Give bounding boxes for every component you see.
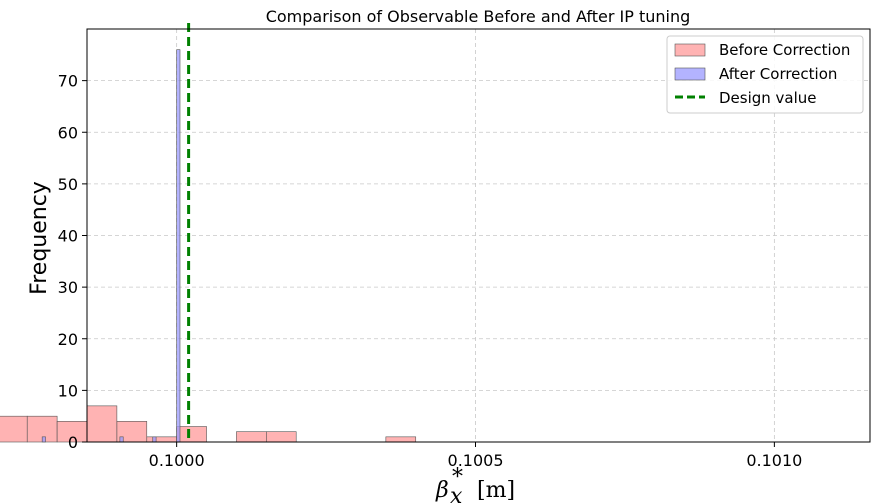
bar-after-correction xyxy=(152,436,157,443)
y-axis-label: Frequency xyxy=(27,181,52,295)
bar-after-correction xyxy=(176,49,181,443)
bar-before-correction xyxy=(0,415,28,443)
y-tick-label: 40 xyxy=(58,227,78,246)
bar-before-correction xyxy=(266,431,297,443)
x-tick-label: 0.1000 xyxy=(149,451,205,470)
y-tick-label: 70 xyxy=(58,72,78,91)
legend-label-after: After Correction xyxy=(719,65,837,83)
svg-text:x: x xyxy=(450,484,463,504)
legend: Before Correction After Correction Desig… xyxy=(666,35,864,114)
legend-label-design: Design value xyxy=(719,89,817,107)
y-tick-label: 30 xyxy=(58,278,78,297)
x-axis-label: β x * [m] xyxy=(435,465,515,504)
bar-before-correction xyxy=(86,405,118,443)
y-axis-ticks: 0 10 20 30 40 50 60 70 xyxy=(58,72,87,452)
bar-before-correction xyxy=(176,426,207,443)
y-tick-label: 0 xyxy=(68,433,78,452)
svg-text:[m]: [m] xyxy=(477,478,515,503)
y-tick-label: 20 xyxy=(58,330,78,349)
bar-after-correction xyxy=(41,436,46,443)
svg-text:*: * xyxy=(452,465,463,490)
y-tick-label: 60 xyxy=(58,123,78,142)
bar-before-correction xyxy=(385,436,417,443)
legend-swatch-after xyxy=(674,67,706,81)
x-tick-label: 0.1010 xyxy=(746,451,802,470)
svg-text:β: β xyxy=(435,478,449,503)
chart-title: Comparison of Observable Before and Afte… xyxy=(266,7,691,26)
y-tick-label: 50 xyxy=(58,175,78,194)
x-tick-label: 0.1005 xyxy=(448,451,504,470)
bar-before-correction xyxy=(146,436,177,443)
legend-swatch-before xyxy=(674,43,706,57)
y-tick-label: 10 xyxy=(58,381,78,400)
bar-before-correction xyxy=(236,431,267,443)
legend-label-before: Before Correction xyxy=(719,41,850,59)
legend-box xyxy=(666,35,864,114)
bar-after-correction xyxy=(119,436,124,443)
